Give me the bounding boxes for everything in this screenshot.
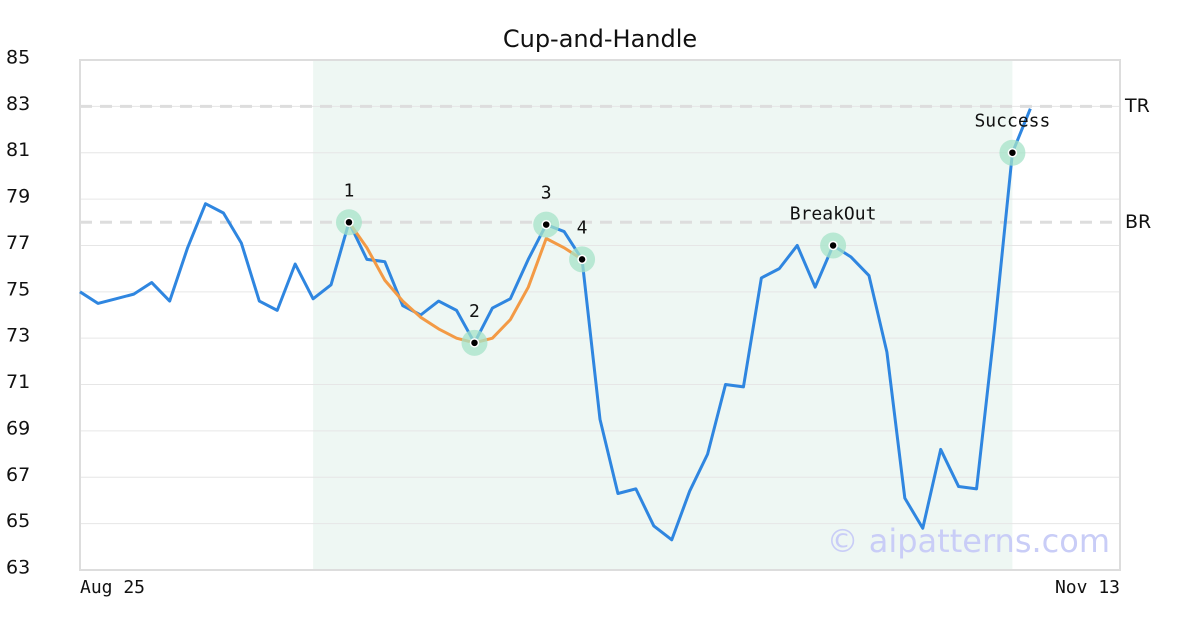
annotation-dot [469, 338, 480, 348]
y-tick-label: 83 [6, 93, 30, 115]
y-tick-label: 67 [6, 464, 30, 486]
annotation-label: Success [974, 111, 1050, 132]
y-tick-label: 81 [6, 139, 30, 161]
annotation-label: 1 [344, 180, 355, 201]
y-tick-label: 73 [6, 325, 30, 347]
annotation-dot [577, 254, 587, 265]
y-tick-label: 65 [6, 510, 30, 532]
y-tick-label: 75 [6, 278, 30, 300]
annotation-dot [344, 217, 354, 228]
y-tick-label: 85 [6, 47, 30, 69]
annotation-label: 2 [469, 301, 480, 322]
level-label: BR [1125, 211, 1151, 233]
watermark: © aipatterns.com [827, 522, 1110, 560]
annotation-label: BreakOut [790, 203, 877, 224]
y-tick-label: 79 [6, 186, 30, 208]
annotation-dot [541, 219, 551, 230]
level-label: TR [1124, 95, 1150, 117]
plot-frame [79, 59, 1121, 571]
y-tick-label: 63 [6, 557, 30, 579]
y-tick-label: 69 [6, 417, 30, 439]
annotation-dot [828, 240, 838, 251]
annotation-dot [1007, 147, 1018, 158]
y-tick-label: 77 [6, 232, 30, 254]
x-tick-label: Nov 13 [1055, 577, 1120, 598]
annotation-label: 3 [541, 183, 552, 204]
annotation-label: 4 [577, 217, 588, 238]
chart-title: Cup-and-Handle [503, 25, 697, 53]
shaded-region [313, 60, 1013, 570]
y-tick-label: 71 [6, 371, 30, 393]
x-tick-label: Aug 25 [80, 577, 145, 598]
